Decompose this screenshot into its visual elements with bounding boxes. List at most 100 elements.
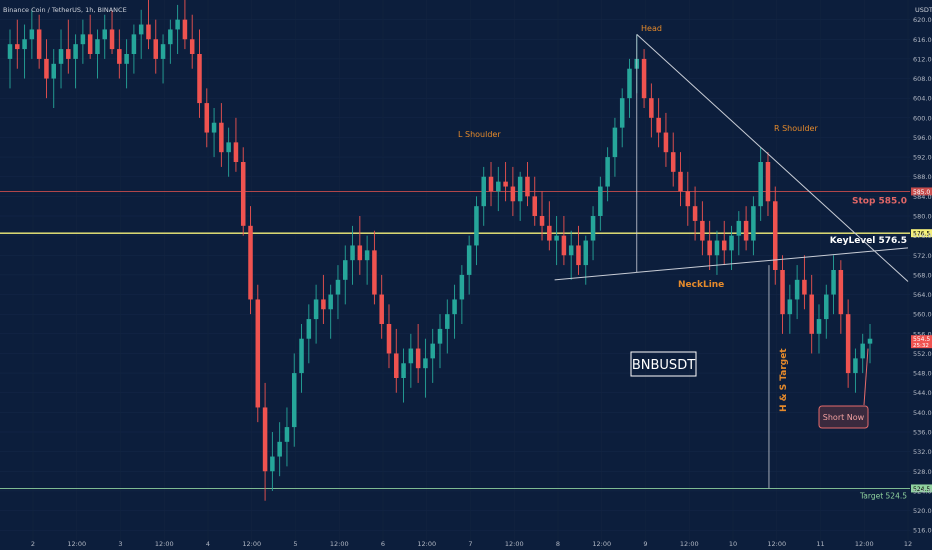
candle-body bbox=[29, 29, 35, 40]
candle-body bbox=[707, 240, 712, 256]
level-tag-stop bbox=[911, 187, 932, 196]
candle-body bbox=[459, 274, 465, 300]
time-tick-label: 9 bbox=[643, 540, 647, 548]
candle-body bbox=[700, 220, 705, 241]
short-now-label[interactable]: Short Now bbox=[823, 413, 865, 422]
candle-body bbox=[583, 240, 589, 266]
candle-body bbox=[517, 176, 523, 202]
price-tick-label: 596.0 bbox=[913, 134, 932, 142]
price-axis[interactable]: 620.0 616.0 612.0 608.0 604.0 600.0 596.0 592.0… bbox=[911, 16, 932, 535]
price-tick-label: 556.0 bbox=[913, 330, 932, 338]
candle-body bbox=[153, 39, 159, 59]
level-tag-keylevel bbox=[911, 229, 932, 238]
neckline-label: NeckLine bbox=[678, 280, 724, 290]
left-shoulder-label: L Shoulder bbox=[458, 130, 501, 139]
price-tick-label: 560.0 bbox=[913, 311, 932, 319]
candle-body bbox=[299, 338, 304, 374]
candle-body bbox=[488, 176, 494, 192]
candle-body bbox=[80, 34, 86, 45]
level-label-keylevel: KeyLevel 576.5 bbox=[830, 236, 907, 246]
candle-body bbox=[605, 157, 610, 187]
price-tick-label: 588.0 bbox=[913, 173, 932, 181]
time-axis[interactable]: 2 12:00 3 12:00 4 12:00 5 12:00 6 12:00 7 12:00 8 12:… bbox=[31, 540, 912, 548]
candle-body bbox=[211, 122, 217, 133]
price-tick-label: 620.0 bbox=[913, 16, 932, 24]
price-tick-label: 564.0 bbox=[913, 291, 932, 299]
time-tick-label: 12:00 bbox=[505, 540, 524, 548]
candle-body bbox=[401, 363, 406, 378]
candle-body bbox=[758, 162, 763, 207]
candle-body bbox=[248, 225, 253, 300]
time-tick-label: 4 bbox=[206, 540, 210, 548]
price-tick-label: 612.0 bbox=[913, 55, 932, 63]
time-tick-label: 12:00 bbox=[417, 540, 436, 548]
price-tick-label: 532.0 bbox=[913, 448, 932, 456]
level-tag-text: 585.0 bbox=[913, 189, 930, 196]
pattern-drawings bbox=[554, 33, 909, 489]
candle-body bbox=[532, 196, 538, 216]
candle-body bbox=[284, 427, 290, 442]
candle-body bbox=[736, 220, 742, 236]
price-tick-label: 524.0 bbox=[913, 487, 932, 495]
time-tick-label: 12:00 bbox=[855, 540, 874, 548]
candle-body bbox=[853, 358, 858, 374]
candle-body bbox=[394, 353, 399, 378]
symbol-label: BNBUSDT bbox=[632, 358, 695, 373]
candle-body bbox=[619, 98, 625, 128]
short-now-box[interactable] bbox=[818, 405, 869, 429]
price-tick-label: 576.0 bbox=[913, 232, 932, 240]
candle-body bbox=[612, 127, 618, 158]
price-tick-label: 604.0 bbox=[913, 95, 932, 103]
candle-body bbox=[372, 250, 377, 295]
candle-body bbox=[430, 343, 435, 359]
time-tick-label: 12 bbox=[904, 540, 912, 548]
candle-body bbox=[496, 181, 501, 192]
time-tick-label: 11 bbox=[816, 540, 824, 548]
price-tick-label: 540.0 bbox=[913, 409, 932, 417]
candle-body bbox=[226, 142, 231, 153]
candle-body bbox=[816, 319, 822, 334]
time-tick-label: 7 bbox=[468, 540, 472, 548]
candle-body bbox=[270, 456, 275, 472]
candle-body bbox=[772, 201, 778, 270]
time-tick-label: 8 bbox=[556, 540, 560, 548]
candle-body bbox=[364, 250, 370, 261]
candle-body bbox=[510, 186, 516, 202]
candle-body bbox=[714, 240, 720, 256]
symbol-info: Binance Coin / TetherUS, 1h, BINANCE bbox=[3, 6, 127, 14]
candle-body bbox=[102, 29, 108, 40]
price-tick-label: 592.0 bbox=[913, 154, 932, 162]
head-right-shoulder-trendline[interactable] bbox=[636, 33, 909, 282]
candle-body bbox=[576, 245, 581, 266]
candle-body bbox=[350, 245, 355, 261]
candle-body bbox=[445, 314, 450, 329]
level-tag-target bbox=[911, 484, 932, 493]
candle-body bbox=[146, 24, 151, 40]
candle-body bbox=[182, 19, 188, 40]
candle-body bbox=[379, 294, 384, 324]
candle-body bbox=[780, 270, 785, 315]
last-price-text: 554.5 bbox=[913, 336, 930, 343]
candle-body bbox=[262, 407, 268, 472]
time-tick-label: 12:00 bbox=[592, 540, 611, 548]
candle-body bbox=[160, 44, 166, 59]
candle-body bbox=[73, 44, 78, 59]
candle-body bbox=[670, 152, 676, 172]
candle-body bbox=[466, 245, 472, 275]
candle-body bbox=[838, 270, 844, 315]
candle-body bbox=[386, 324, 392, 354]
candle-body bbox=[787, 299, 793, 315]
candle-body bbox=[860, 343, 865, 359]
candle-body bbox=[437, 328, 443, 344]
price-tick-label: 536.0 bbox=[913, 429, 932, 437]
candle-body bbox=[357, 245, 363, 261]
neckline-line[interactable] bbox=[554, 247, 909, 281]
candle-body bbox=[845, 314, 851, 374]
candle-body bbox=[7, 44, 13, 59]
candle-body bbox=[197, 54, 202, 104]
level-label-stop: Stop 585.0 bbox=[852, 196, 907, 206]
candle-body bbox=[503, 181, 508, 187]
candle-body bbox=[124, 54, 129, 64]
